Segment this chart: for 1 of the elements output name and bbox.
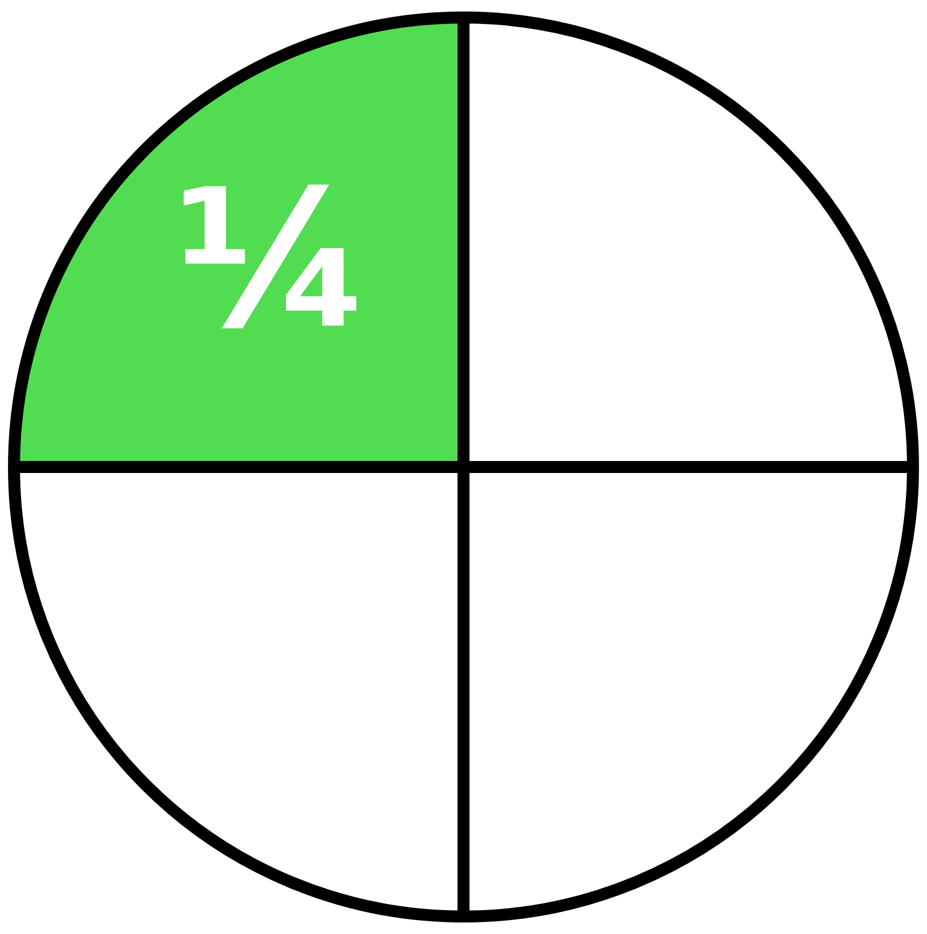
data-label: ¼ <box>174 150 372 371</box>
